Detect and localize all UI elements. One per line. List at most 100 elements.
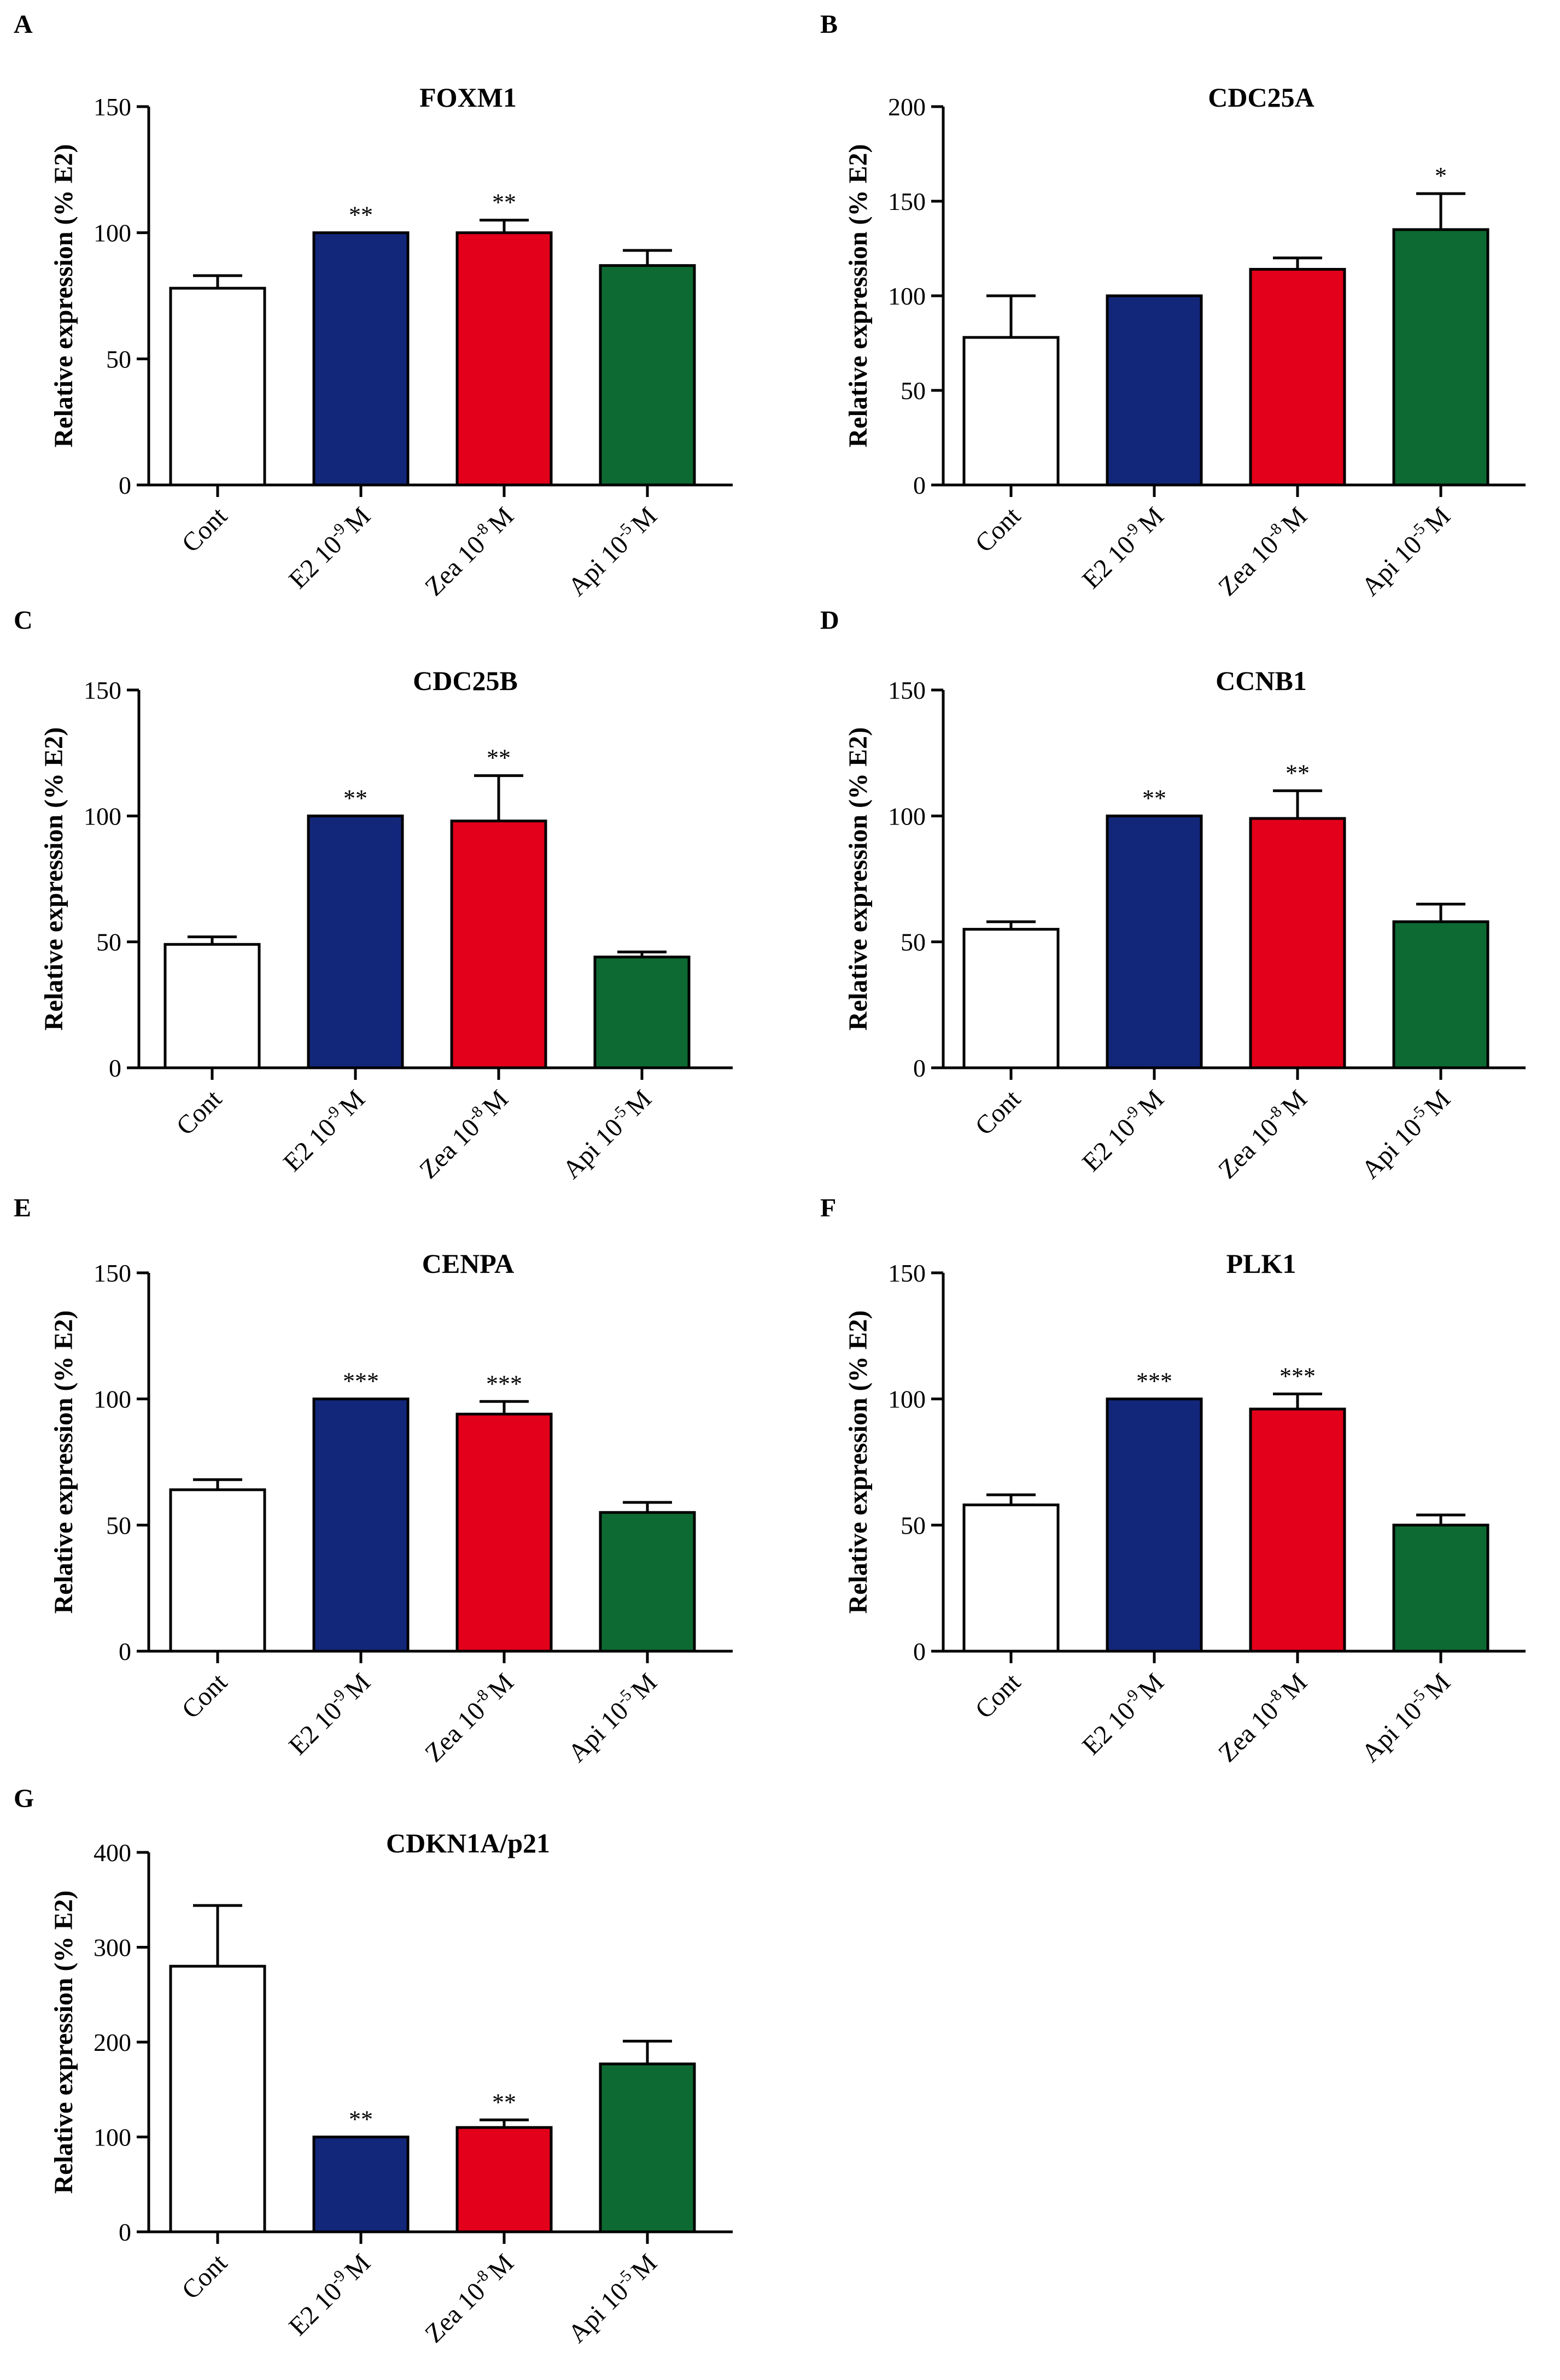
significance-marker: ** xyxy=(343,785,367,811)
y-tick-label: 100 xyxy=(888,802,926,830)
y-axis-label: Relative expression (% E2) xyxy=(844,144,873,447)
category-base: Cont xyxy=(969,501,1026,558)
x-tick-label: Zea 10-8M xyxy=(418,2248,519,2348)
panel-letter: D xyxy=(820,606,839,635)
bar-api xyxy=(599,2062,696,2233)
y-axis-label: Relative expression (% E2) xyxy=(49,1890,78,2194)
category-base: Api 10 xyxy=(563,1696,634,1768)
category-base: Api 10 xyxy=(563,530,634,601)
y-tick-label: 50 xyxy=(96,928,121,956)
x-tick-label: E2 10-9M xyxy=(1076,1667,1170,1761)
bar-zea xyxy=(455,231,553,487)
bar-e2 xyxy=(1106,1397,1203,1653)
category-base: Api 10 xyxy=(1356,1113,1428,1184)
chart-title: PLK1 xyxy=(1226,1248,1296,1279)
y-tick-label: 50 xyxy=(901,928,926,956)
category-base: Api 10 xyxy=(557,1113,629,1184)
x-tick-label: Cont xyxy=(176,1668,233,1724)
y-tick-label: 0 xyxy=(913,1054,926,1082)
y-axis-label: Relative expression (% E2) xyxy=(844,1310,873,1613)
significance-marker: ** xyxy=(492,189,516,216)
y-tick-label: 0 xyxy=(913,471,926,499)
x-tick-label: Cont xyxy=(171,1084,227,1141)
panel-letter: A xyxy=(14,10,33,39)
x-tick-label: Cont xyxy=(969,1668,1026,1724)
significance-marker: ** xyxy=(1286,759,1310,786)
y-tick-label: 100 xyxy=(888,1385,926,1413)
x-tick-label: Api 10-5M xyxy=(556,1084,657,1184)
bar-e2 xyxy=(1106,294,1203,487)
category-base: Cont xyxy=(176,1668,233,1724)
y-tick-label: 50 xyxy=(106,345,131,373)
y-tick-label: 0 xyxy=(109,1054,121,1082)
chart-title: CENPA xyxy=(422,1248,515,1279)
category-base: Cont xyxy=(171,1084,227,1141)
chart-title: CDKN1A/p21 xyxy=(386,1828,550,1858)
category-base: Cont xyxy=(176,2248,233,2305)
y-tick-label: 200 xyxy=(94,2028,131,2056)
x-tick-label: E2 10-9M xyxy=(283,501,376,594)
bar-api xyxy=(599,1511,696,1653)
chart-panel-g: G CDKN1A/p21 Relative expression (% E2) 0 10… xyxy=(14,1784,733,2348)
chart-title: CDC25B xyxy=(413,665,518,696)
category-base: Zea 10 xyxy=(419,530,491,601)
bar-cont xyxy=(962,928,1060,1069)
bar-cont xyxy=(962,1503,1060,1653)
y-tick-label: 150 xyxy=(888,676,926,704)
x-tick-label: Zea 10-8M xyxy=(1212,501,1312,601)
significance-marker: ** xyxy=(349,2106,373,2133)
category-base: Zea 10 xyxy=(1213,530,1284,601)
y-axis-label: Relative expression (% E2) xyxy=(844,727,873,1031)
significance-marker: *** xyxy=(1279,1362,1316,1389)
y-axis-label: Relative expression (% E2) xyxy=(39,727,68,1031)
y-tick-label: 0 xyxy=(119,1638,131,1665)
x-tick-label: E2 10-9M xyxy=(283,1667,376,1761)
x-tick-label: Api 10-5M xyxy=(562,1667,662,1768)
x-tick-label: Cont xyxy=(969,1084,1026,1141)
x-tick-label: Zea 10-8M xyxy=(1212,1084,1312,1184)
category-base: Api 10 xyxy=(563,2277,634,2348)
category-base: Cont xyxy=(969,1084,1026,1141)
bar-e2 xyxy=(312,231,410,487)
chart-title: CCNB1 xyxy=(1216,665,1307,696)
category-base: Zea 10 xyxy=(1213,1696,1284,1768)
x-tick-label: Zea 10-8M xyxy=(413,1084,513,1184)
y-tick-label: 100 xyxy=(888,282,926,310)
significance-marker: *** xyxy=(343,1368,379,1395)
y-tick-label: 50 xyxy=(106,1511,131,1539)
category-base: Zea 10 xyxy=(1213,1113,1284,1184)
panel-letter: F xyxy=(820,1194,836,1223)
x-tick-label: Cont xyxy=(176,501,233,558)
y-tick-label: 0 xyxy=(119,2218,131,2246)
x-tick-label: Zea 10-8M xyxy=(418,501,519,601)
category-base: Api 10 xyxy=(1356,530,1428,601)
bar-zea xyxy=(1249,817,1346,1069)
y-tick-label: 200 xyxy=(888,93,926,121)
panel-letter: E xyxy=(14,1194,31,1223)
bar-api xyxy=(599,264,696,487)
y-tick-label: 300 xyxy=(94,1934,131,1962)
y-tick-label: 150 xyxy=(84,676,121,704)
significance-marker: * xyxy=(1435,162,1447,189)
bar-e2 xyxy=(307,814,404,1069)
bar-api xyxy=(593,955,691,1069)
bar-cont xyxy=(169,1488,266,1653)
y-axis-label: Relative expression (% E2) xyxy=(49,1310,78,1613)
bar-zea xyxy=(1249,1407,1346,1653)
bar-e2 xyxy=(312,1397,410,1653)
y-tick-label: 50 xyxy=(901,1511,926,1539)
x-tick-label: E2 10-9M xyxy=(1076,1084,1170,1177)
category-base: Cont xyxy=(969,1668,1026,1724)
category-base: Zea 10 xyxy=(414,1113,486,1184)
x-tick-label: E2 10-9M xyxy=(277,1084,371,1177)
bar-zea xyxy=(455,1412,553,1653)
category-base: Zea 10 xyxy=(419,1696,491,1768)
significance-marker: ** xyxy=(349,202,373,229)
significance-marker: *** xyxy=(486,1370,522,1397)
y-tick-label: 150 xyxy=(94,93,131,121)
chart-title: CDC25A xyxy=(1208,82,1314,113)
bar-cont xyxy=(169,1964,266,2233)
y-tick-label: 0 xyxy=(119,471,131,499)
significance-marker: *** xyxy=(1136,1368,1172,1395)
